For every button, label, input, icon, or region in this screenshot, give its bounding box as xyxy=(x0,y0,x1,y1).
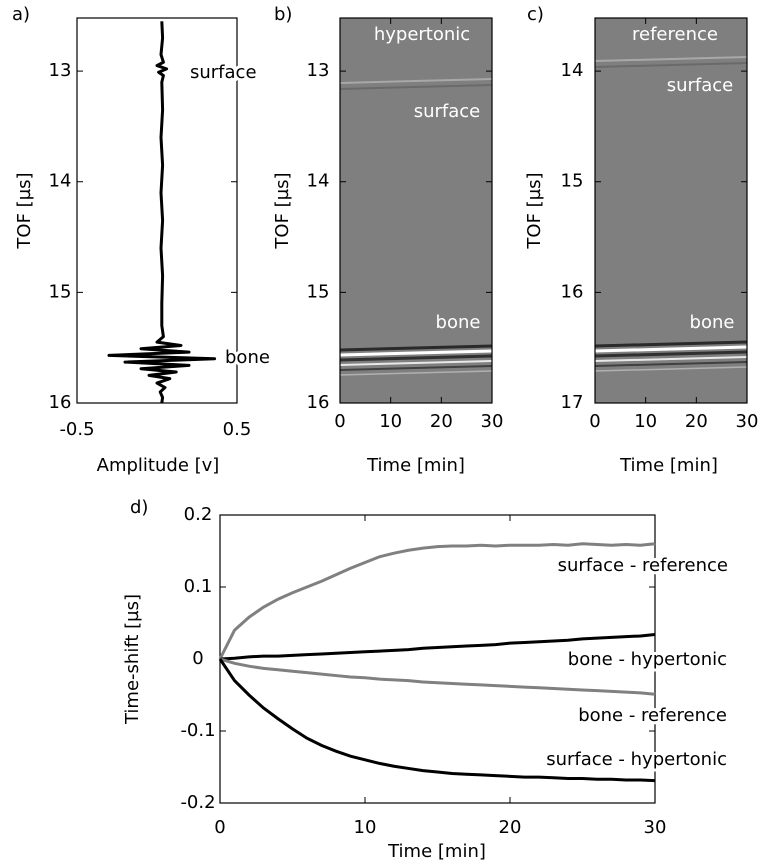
y-axis-label: TOF [µs] xyxy=(14,172,35,249)
y-tick-label: 16 xyxy=(307,392,330,413)
y-axis-label: TOF [µs] xyxy=(524,172,545,249)
y-tick-label: 15 xyxy=(307,281,330,302)
panel-label: d) xyxy=(130,497,148,518)
image xyxy=(595,18,747,403)
series-label: bone - reference xyxy=(578,705,727,726)
x-tick-label: 20 xyxy=(685,411,708,432)
image-stripe xyxy=(594,62,748,68)
image-stripe xyxy=(339,365,493,371)
y-tick-label: 14 xyxy=(561,60,584,81)
image-stripe xyxy=(594,56,748,62)
x-tick-label: 30 xyxy=(644,817,667,838)
image-stripe xyxy=(339,84,493,90)
series-label: surface - reference xyxy=(558,555,728,576)
y-axis-label: Time-shift [µs] xyxy=(122,594,143,725)
series-line xyxy=(219,657,656,696)
y-tick-label: 0.2 xyxy=(184,504,213,525)
annotation: bone xyxy=(690,312,735,333)
y-tick-label: 17 xyxy=(561,392,584,413)
series-label: surface - hypertonic xyxy=(546,749,727,770)
x-tick-label: 10 xyxy=(354,817,377,838)
image-stripe xyxy=(594,340,748,348)
trace-line xyxy=(107,21,217,404)
image-stripe xyxy=(339,349,493,357)
x-tick-label: -0.5 xyxy=(59,419,94,440)
image-stripe xyxy=(594,345,748,353)
image-stripe xyxy=(339,78,493,84)
x-tick-label: 0 xyxy=(214,817,225,838)
image-stripe xyxy=(594,361,748,367)
y-tick-label: -0.2 xyxy=(180,792,215,813)
y-tick-label: 16 xyxy=(49,392,72,413)
x-tick-label: 10 xyxy=(634,411,657,432)
annotation: hypertonic xyxy=(374,24,470,45)
x-tick-label: 30 xyxy=(481,411,504,432)
x-tick-label: 0 xyxy=(334,411,345,432)
x-axis-label: Time [min] xyxy=(619,455,718,476)
x-tick-label: 10 xyxy=(379,411,402,432)
x-tick-label: 0.5 xyxy=(223,419,252,440)
image-stripe xyxy=(339,354,493,362)
series-line xyxy=(218,658,656,783)
image-stripe xyxy=(594,366,748,372)
annotation: surface xyxy=(414,101,481,122)
y-tick-label: 16 xyxy=(561,281,584,302)
x-tick-label: 20 xyxy=(430,411,453,432)
image-stripe xyxy=(339,344,493,352)
image-stripe xyxy=(594,356,748,362)
y-tick-label: -0.1 xyxy=(180,720,215,741)
y-tick-label: 14 xyxy=(307,171,330,192)
y-axis-label: TOF [µs] xyxy=(272,172,293,249)
y-tick-label: 13 xyxy=(49,60,72,81)
annotation: bone xyxy=(436,312,481,333)
x-axis-label: Amplitude [v] xyxy=(97,455,220,476)
y-tick-label: 15 xyxy=(49,281,72,302)
x-axis-label: Time [min] xyxy=(366,455,465,476)
image-stripe xyxy=(339,370,493,376)
axes-box xyxy=(76,17,238,404)
y-tick-label: 13 xyxy=(307,60,330,81)
x-tick-label: 20 xyxy=(499,817,522,838)
axes-box xyxy=(594,17,748,404)
x-tick-label: 0 xyxy=(589,411,600,432)
series-line xyxy=(219,633,656,661)
panel-label: a) xyxy=(12,4,30,25)
axes-box xyxy=(339,17,493,404)
image-stripe xyxy=(339,360,493,366)
annotation: bone xyxy=(225,347,270,368)
y-tick-label: 14 xyxy=(49,171,72,192)
series-line xyxy=(218,542,656,660)
y-tick-label: 0 xyxy=(192,648,203,669)
series-label: bone - hypertonic xyxy=(568,649,727,670)
panel-label: b) xyxy=(274,4,292,25)
x-tick-label: 30 xyxy=(736,411,759,432)
annotation: surface xyxy=(190,62,257,83)
x-axis-label: Time [min] xyxy=(387,841,486,862)
image-stripe xyxy=(594,350,748,358)
annotation: reference xyxy=(632,24,718,45)
y-tick-label: 0.1 xyxy=(184,576,213,597)
panel-label: c) xyxy=(527,4,544,25)
annotation: surface xyxy=(667,75,734,96)
y-tick-label: 15 xyxy=(561,171,584,192)
